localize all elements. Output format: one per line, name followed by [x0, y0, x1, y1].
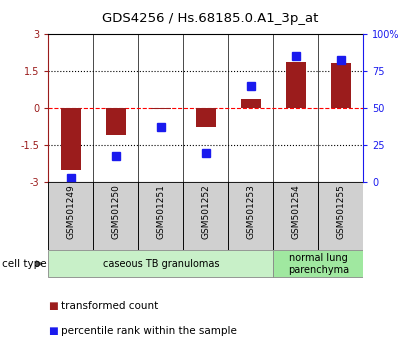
Text: GSM501254: GSM501254 — [291, 184, 300, 239]
Bar — [318, 182, 363, 250]
Bar — [273, 250, 363, 277]
Bar — [241, 99, 261, 108]
Text: ■: ■ — [48, 326, 58, 336]
Text: normal lung
parenchyma: normal lung parenchyma — [288, 253, 349, 275]
Bar — [48, 250, 273, 277]
Text: transformed count: transformed count — [61, 301, 158, 311]
Bar — [93, 182, 138, 250]
Bar — [331, 63, 351, 108]
Bar — [228, 182, 273, 250]
Text: GSM501251: GSM501251 — [156, 184, 165, 239]
Text: GSM501250: GSM501250 — [111, 184, 120, 239]
Text: ■: ■ — [48, 301, 58, 311]
Bar — [60, 108, 81, 170]
Text: cell type: cell type — [2, 259, 47, 269]
Bar — [183, 182, 228, 250]
Text: GSM501255: GSM501255 — [336, 184, 345, 239]
Text: GSM501253: GSM501253 — [246, 184, 255, 239]
Bar — [138, 182, 183, 250]
Bar — [48, 182, 93, 250]
Bar — [196, 108, 216, 127]
Text: caseous TB granulomas: caseous TB granulomas — [102, 259, 219, 269]
Bar — [151, 108, 171, 109]
Text: percentile rank within the sample: percentile rank within the sample — [61, 326, 237, 336]
Bar — [273, 182, 318, 250]
Text: GDS4256 / Hs.68185.0.A1_3p_at: GDS4256 / Hs.68185.0.A1_3p_at — [102, 12, 318, 25]
Bar — [106, 108, 126, 135]
Bar — [286, 62, 306, 108]
Text: GSM501252: GSM501252 — [201, 184, 210, 239]
Text: GSM501249: GSM501249 — [66, 184, 75, 239]
